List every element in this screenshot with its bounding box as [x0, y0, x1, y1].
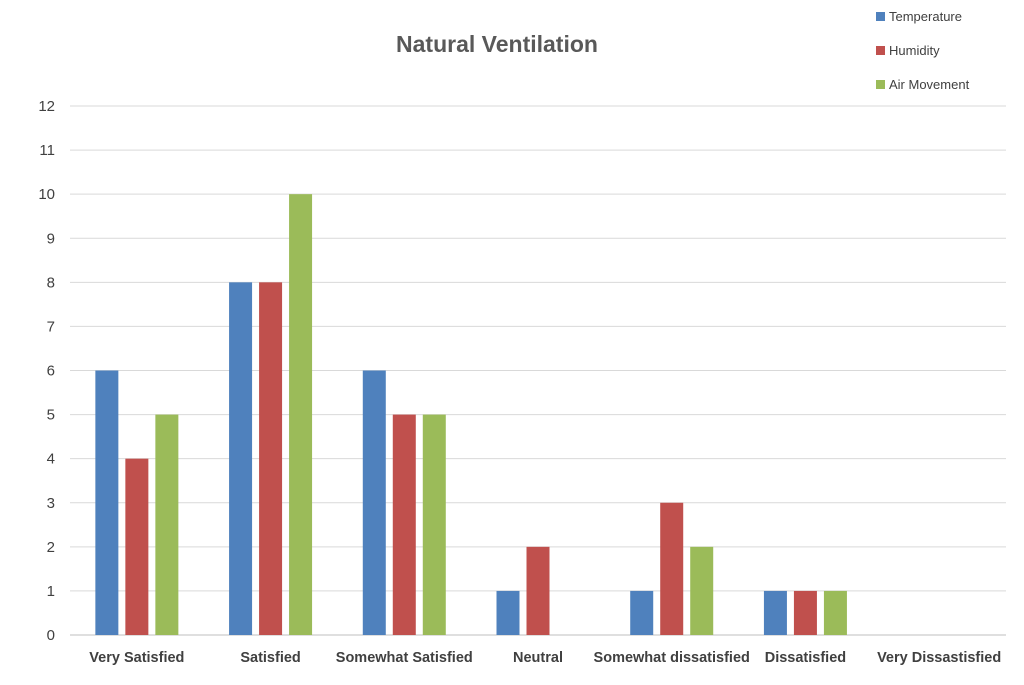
x-category-label: Somewhat dissatisfied	[594, 650, 750, 666]
y-tick-label: 7	[47, 318, 55, 335]
bar-air-movement	[690, 546, 714, 635]
bar-humidity	[392, 414, 416, 635]
x-category-label: Dissatisfied	[765, 650, 846, 666]
bars	[95, 194, 847, 635]
bar-air-movement	[422, 414, 446, 635]
y-tick-label: 11	[39, 142, 55, 159]
y-tick-label: 3	[47, 495, 55, 512]
y-tick-label: 8	[47, 274, 55, 291]
y-tick-label: 9	[47, 230, 55, 247]
gridlines	[70, 105, 1006, 636]
y-tick-label: 2	[47, 539, 55, 556]
bar-temperature	[362, 370, 386, 635]
y-tick-label: 10	[38, 186, 55, 203]
legend-label: Temperature	[889, 9, 962, 24]
y-tick-label: 5	[47, 407, 55, 424]
bar-temperature	[95, 370, 119, 635]
chart-title: Natural Ventilation	[396, 31, 598, 57]
legend-label: Air Movement	[889, 77, 970, 92]
legend-swatch	[876, 46, 885, 55]
x-category-label: Somewhat Satisfied	[336, 650, 473, 666]
legend-swatch	[876, 80, 885, 89]
legend-swatch	[876, 12, 885, 21]
bar-temperature	[630, 590, 654, 635]
y-tick-label: 4	[47, 451, 55, 468]
x-axis-categories: Very Satisfied Satisfied Somewhat Satisfie…	[89, 650, 1001, 666]
bar-temperature	[229, 282, 253, 635]
bar-temperature	[763, 590, 787, 635]
x-category-label: Very Dissastisfied	[877, 650, 1001, 666]
x-category-label: Neutral	[513, 650, 563, 666]
bar-air-movement	[823, 590, 847, 635]
bar-humidity	[793, 590, 817, 635]
y-tick-label: 6	[47, 363, 55, 380]
y-tick-label: 1	[47, 583, 55, 600]
bar-humidity	[125, 458, 149, 635]
bar-air-movement	[289, 194, 313, 635]
bar-humidity	[526, 546, 550, 635]
legend: Temperature Humidity Air Movement	[876, 9, 970, 92]
y-tick-label: 0	[47, 627, 55, 644]
x-category-label: Very Satisfied	[89, 650, 184, 666]
bar-temperature	[496, 590, 520, 635]
bar-humidity	[259, 282, 283, 635]
y-tick-label: 12	[38, 98, 55, 115]
legend-label: Humidity	[889, 43, 940, 58]
x-category-label: Satisfied	[240, 650, 300, 666]
bar-air-movement	[155, 414, 179, 635]
bar-humidity	[660, 502, 684, 635]
